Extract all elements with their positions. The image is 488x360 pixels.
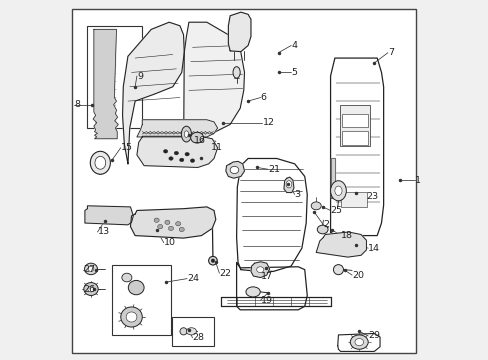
- Text: 24: 24: [187, 274, 199, 283]
- Polygon shape: [225, 161, 244, 178]
- Ellipse shape: [88, 266, 94, 271]
- Text: 27: 27: [83, 265, 95, 274]
- Text: 2: 2: [323, 220, 329, 229]
- Bar: [86, 26, 142, 128]
- Ellipse shape: [211, 259, 214, 262]
- Ellipse shape: [233, 67, 240, 78]
- Ellipse shape: [88, 286, 94, 292]
- Ellipse shape: [95, 156, 105, 169]
- Polygon shape: [250, 262, 269, 278]
- Ellipse shape: [354, 338, 363, 346]
- Bar: [172, 317, 214, 346]
- Polygon shape: [130, 207, 215, 238]
- Ellipse shape: [126, 312, 137, 322]
- Ellipse shape: [128, 280, 144, 295]
- Bar: [341, 131, 367, 145]
- Ellipse shape: [121, 307, 142, 327]
- Bar: [339, 105, 369, 146]
- Ellipse shape: [83, 283, 98, 296]
- Text: 9: 9: [137, 72, 142, 81]
- Text: 19: 19: [260, 296, 272, 305]
- Polygon shape: [337, 333, 379, 351]
- Ellipse shape: [154, 218, 159, 222]
- Ellipse shape: [208, 256, 217, 265]
- Text: 22: 22: [219, 269, 231, 278]
- Polygon shape: [137, 120, 217, 137]
- Polygon shape: [93, 30, 118, 139]
- Ellipse shape: [190, 132, 203, 143]
- Ellipse shape: [175, 222, 180, 226]
- Polygon shape: [316, 232, 366, 257]
- Ellipse shape: [174, 151, 178, 155]
- Polygon shape: [85, 206, 133, 225]
- Ellipse shape: [186, 328, 196, 335]
- Ellipse shape: [90, 151, 110, 174]
- Ellipse shape: [163, 149, 167, 153]
- Ellipse shape: [180, 328, 187, 335]
- Ellipse shape: [230, 166, 238, 174]
- Text: 15: 15: [121, 143, 133, 152]
- Polygon shape: [236, 158, 306, 271]
- Polygon shape: [330, 58, 383, 235]
- Ellipse shape: [179, 158, 183, 162]
- Ellipse shape: [184, 131, 188, 137]
- Text: 6: 6: [260, 93, 266, 102]
- Text: 16: 16: [194, 136, 206, 145]
- Text: 8: 8: [74, 100, 80, 109]
- Ellipse shape: [164, 220, 169, 225]
- Text: 5: 5: [290, 68, 297, 77]
- Text: 29: 29: [367, 332, 380, 341]
- Ellipse shape: [349, 335, 367, 349]
- Ellipse shape: [168, 226, 173, 230]
- Text: 23: 23: [366, 192, 378, 201]
- Ellipse shape: [310, 202, 321, 210]
- Polygon shape: [284, 177, 293, 193]
- Ellipse shape: [184, 152, 189, 156]
- Ellipse shape: [285, 181, 291, 188]
- Text: 3: 3: [294, 190, 300, 199]
- Text: 26: 26: [83, 285, 95, 294]
- Text: 13: 13: [97, 228, 109, 237]
- Ellipse shape: [256, 267, 264, 273]
- Text: 12: 12: [262, 118, 274, 127]
- Ellipse shape: [158, 225, 163, 229]
- Text: 14: 14: [367, 244, 380, 253]
- Ellipse shape: [179, 227, 184, 231]
- Text: 21: 21: [267, 165, 279, 174]
- Ellipse shape: [334, 186, 341, 195]
- Ellipse shape: [168, 157, 173, 160]
- Ellipse shape: [245, 287, 260, 297]
- Text: 4: 4: [290, 41, 297, 50]
- Text: 25: 25: [330, 206, 342, 215]
- Text: 7: 7: [387, 48, 393, 57]
- Polygon shape: [122, 22, 184, 164]
- Text: 11: 11: [210, 143, 222, 152]
- Ellipse shape: [122, 273, 132, 282]
- Ellipse shape: [317, 225, 327, 234]
- Ellipse shape: [190, 159, 194, 162]
- Ellipse shape: [330, 181, 346, 201]
- Text: 20: 20: [351, 270, 364, 279]
- Bar: [341, 192, 366, 207]
- Text: 17: 17: [260, 272, 272, 281]
- Ellipse shape: [181, 126, 191, 142]
- Text: 28: 28: [192, 333, 204, 342]
- Polygon shape: [137, 136, 217, 167]
- Ellipse shape: [84, 263, 97, 275]
- Text: 18: 18: [341, 231, 353, 240]
- Polygon shape: [330, 158, 334, 198]
- Bar: [341, 114, 367, 127]
- Polygon shape: [183, 22, 244, 164]
- Bar: [112, 265, 171, 335]
- Ellipse shape: [333, 265, 343, 275]
- Text: 1: 1: [414, 176, 420, 185]
- Polygon shape: [228, 12, 250, 51]
- Polygon shape: [236, 262, 306, 310]
- Text: 10: 10: [163, 238, 176, 247]
